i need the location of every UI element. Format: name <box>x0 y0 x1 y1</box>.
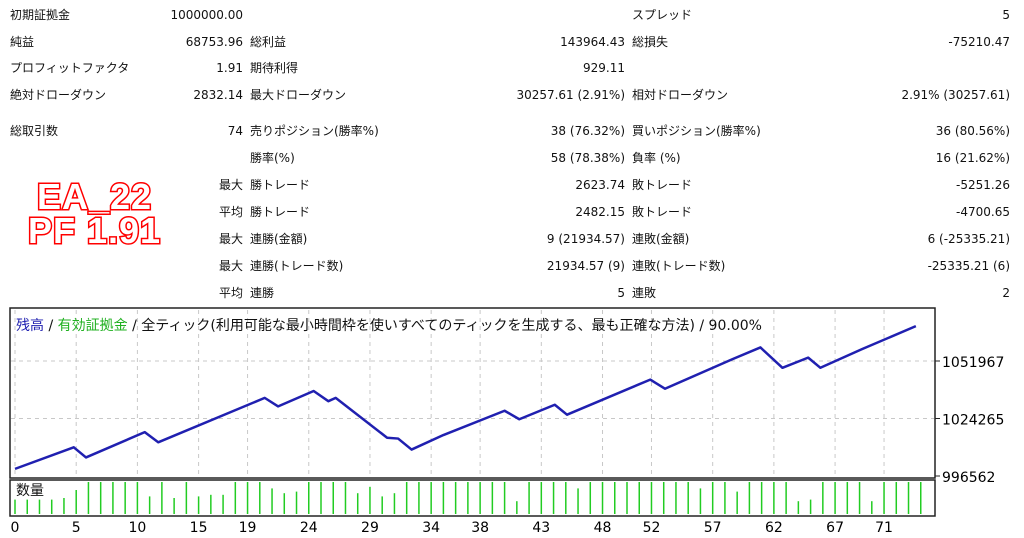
volume-label: 数量 <box>16 483 44 499</box>
stat-label: 負率 (%) <box>632 151 681 165</box>
stat-value: -4700.65 <box>956 205 1010 219</box>
stat-label: 平均 <box>218 286 243 300</box>
stat-label: 売りポジション(勝率%) <box>250 124 379 138</box>
stat-value: -25335.21 (6) <box>927 259 1010 273</box>
stat-label: 絶対ドローダウン <box>10 88 107 102</box>
x-tick-label: 29 <box>361 520 379 536</box>
stat-label: 勝トレード <box>250 205 311 219</box>
stat-value: 58 (78.38%) <box>550 151 625 165</box>
stat-label: 総利益 <box>250 35 287 49</box>
stat-value: 2623.74 <box>575 178 625 192</box>
stat-value: 38 (76.32%) <box>550 124 625 138</box>
stat-value: -75210.47 <box>948 35 1010 49</box>
stat-value: 6 (-25335.21) <box>927 232 1010 246</box>
y-tick-label: 996562 <box>942 470 995 486</box>
stat-label: 敗トレード <box>632 205 693 219</box>
stat-value: 2832.14 <box>193 88 243 102</box>
stat-label: 総取引数 <box>10 124 59 138</box>
stat-value: -5251.26 <box>956 178 1010 192</box>
logo-line1: EA_22 <box>35 176 153 217</box>
x-tick-label: 15 <box>190 520 208 536</box>
stat-value: 16 (21.62%) <box>935 151 1010 165</box>
stat-value: 68753.96 <box>185 35 243 49</box>
x-tick-label: 0 <box>11 520 20 536</box>
stat-label: 勝率(%) <box>250 151 295 165</box>
stat-value: 929.11 <box>583 61 625 75</box>
logo-overlay: EA_22 PF 1.91 <box>26 176 162 251</box>
x-tick-label: 24 <box>300 520 318 536</box>
x-tick-label: 19 <box>239 520 257 536</box>
y-tick-label: 1051967 <box>942 355 1004 371</box>
x-tick-label: 5 <box>72 520 81 536</box>
stat-label: 連勝(金額) <box>250 232 308 246</box>
x-tick-label: 10 <box>128 520 146 536</box>
stat-label: 最大ドローダウン <box>250 88 347 102</box>
x-tick-label: 34 <box>422 520 440 536</box>
stat-value: 74 <box>227 124 243 138</box>
stat-label: 初期証拠金 <box>10 8 71 22</box>
stat-label: 相対ドローダウン <box>632 88 729 102</box>
stat-value: 1000000.00 <box>170 8 243 22</box>
x-tick-label: 38 <box>471 520 489 536</box>
stat-label: 勝トレード <box>250 178 311 192</box>
stat-label: 連勝 <box>250 286 275 300</box>
x-tick-label: 71 <box>875 520 893 536</box>
stat-label: 総損失 <box>632 35 669 49</box>
stat-label: 連勝(トレード数) <box>250 259 344 273</box>
legend-equity: 有効証拠金 <box>57 318 128 334</box>
stat-label: 敗トレード <box>632 178 693 192</box>
stat-label: 最大 <box>218 232 243 246</box>
stat-value: 2.91% (30257.61) <box>901 88 1010 102</box>
stat-value: 9 (21934.57) <box>546 232 625 246</box>
stat-value: 30257.61 (2.91%) <box>516 88 625 102</box>
chart-title: 残高 / 有効証拠金 / 全ティック(利用可能な最小時間枠を使いすべてのティック… <box>16 318 762 334</box>
stat-label: 連敗(金額) <box>632 232 690 246</box>
main-plot-frame <box>9 307 936 479</box>
stat-value: 36 (80.56%) <box>935 124 1010 138</box>
stat-label: 平均 <box>218 205 243 219</box>
stat-label: 期待利得 <box>250 61 299 75</box>
stat-value: 21934.57 (9) <box>546 259 625 273</box>
stat-value: 2 <box>1002 286 1010 300</box>
stat-value: 143964.43 <box>560 35 625 49</box>
stat-label: 最大 <box>218 178 243 192</box>
x-tick-label: 43 <box>532 520 550 536</box>
stat-label: 買いポジション(勝率%) <box>632 124 761 138</box>
x-tick-label: 57 <box>704 520 722 536</box>
x-tick-label: 48 <box>594 520 612 536</box>
stat-label: 最大 <box>218 259 243 273</box>
stat-label: 連敗 <box>632 286 657 300</box>
balance-line <box>14 325 917 471</box>
stat-label: スプレッド <box>632 8 693 22</box>
stat-value: 5 <box>1002 8 1010 22</box>
chart-description: / 全ティック(利用可能な最小時間枠を使いすべてのティックを生成する、最も正確な… <box>127 318 762 334</box>
x-tick-label: 67 <box>826 520 844 536</box>
stat-value: 1.91 <box>216 61 243 75</box>
logo-line2: PF 1.91 <box>26 210 162 251</box>
stat-value: 2482.15 <box>575 205 625 219</box>
stat-label: 純益 <box>10 35 35 49</box>
x-tick-label: 62 <box>765 520 783 536</box>
legend-balance: 残高 <box>16 318 44 334</box>
stat-label: 連敗(トレード数) <box>632 259 726 273</box>
y-tick-label: 1024265 <box>942 413 1004 429</box>
stat-label: プロフィットファクタ <box>10 61 130 75</box>
stat-value: 5 <box>617 286 625 300</box>
legend-sep: / <box>44 318 58 334</box>
volume-plot-frame <box>9 479 936 517</box>
x-tick-label: 52 <box>643 520 661 536</box>
